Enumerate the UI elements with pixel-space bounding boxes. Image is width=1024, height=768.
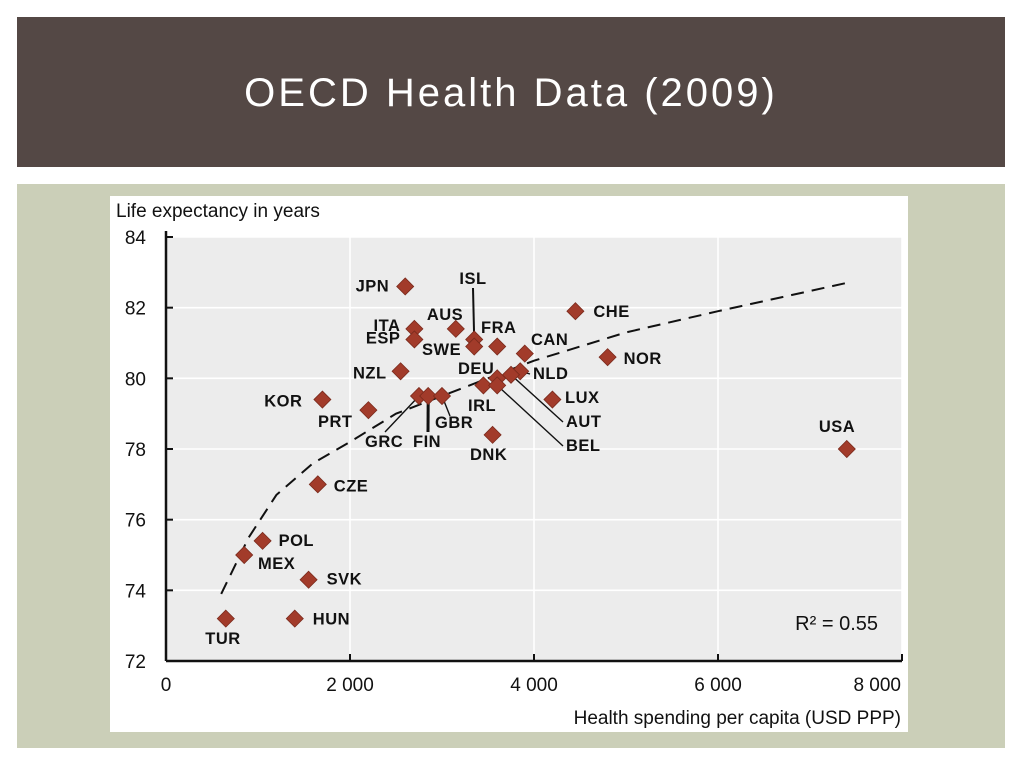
label-che: CHE [593,303,629,321]
label-swe: SWE [422,341,461,359]
y-axis-title: Life expectancy in years [116,201,320,222]
y-tick-label: 78 [125,440,146,461]
y-tick-label: 80 [125,369,146,390]
title-bar: OECD Health Data (2009) [17,17,1005,167]
label-fra: FRA [481,319,516,337]
label-jpn: JPN [356,277,390,295]
marker-svk [299,570,318,589]
marker-jpn [396,277,415,296]
label-svk: SVK [327,571,362,589]
label-aut: AUT [566,413,601,431]
marker-cze [308,475,327,494]
label-bel: BEL [566,437,601,455]
marker-fra [488,337,507,356]
scatter-chart: 72 74 76 78 80 82 84 0 2 000 4 000 6 000 8 000 JPN I… [116,201,903,729]
marker-tur [216,609,235,628]
marker-dnk [483,425,502,444]
marker-bel [488,376,507,395]
marker-hun [285,609,304,628]
label-deu: DEU [458,360,494,378]
x-tick-label: 0 [161,675,172,696]
y-tick-label: 76 [125,511,146,532]
label-cze: CZE [334,477,369,495]
axes: 72 74 76 78 80 82 84 0 2 000 4 000 6 000 8 000 [125,228,903,696]
label-isl: ISL [459,270,486,288]
label-prt: PRT [318,413,353,431]
label-usa: USA [819,418,855,436]
x-tick-label: 4 000 [510,675,558,696]
marker-usa [837,439,856,459]
label-lux: LUX [565,389,600,407]
label-fin: FIN [413,433,441,451]
label-hun: HUN [313,611,350,629]
label-gbr: GBR [435,414,473,432]
x-tick-label: 2 000 [326,675,374,696]
slide-title: OECD Health Data (2009) [244,70,778,115]
marker-swe [465,337,484,356]
y-tick-label: 82 [125,299,146,320]
label-mex: MEX [258,555,295,573]
marker-prt [359,401,378,420]
label-tur: TUR [205,630,240,648]
marker-aut [501,365,521,384]
marker-mex [235,545,254,565]
x-axis-title: Health spending per capita (USD PPP) [574,708,901,729]
label-nld: NLD [533,365,568,383]
marker-lux [543,390,562,409]
y-tick-label: 72 [125,652,146,673]
marker-pol [253,531,272,550]
marker-che [566,302,585,321]
chart-panel: 72 74 76 78 80 82 84 0 2 000 4 000 6 000 8 000 JPN I… [110,196,908,732]
x-tick-label: 6 000 [694,675,742,696]
marker-nor [598,348,617,367]
label-kor: KOR [264,393,302,411]
label-nor: NOR [624,350,662,368]
r-squared-annotation: R² = 0.55 [795,613,878,635]
marker-kor [313,390,332,409]
y-tick-label: 74 [125,581,147,602]
marker-irl [474,376,493,395]
data-points [216,277,856,628]
label-esp: ESP [366,329,401,347]
leader-line-aut [510,374,564,423]
marker-esp [405,330,424,349]
marker-aus [446,319,465,338]
marker-gbr [432,386,452,406]
label-can: CAN [531,331,568,349]
marker-can [515,344,534,363]
label-pol: POL [279,532,314,550]
x-tick-label: 8 000 [853,675,901,696]
leader-line-grc [384,395,420,433]
label-nzl: NZL [353,364,387,382]
label-irl: IRL [468,397,496,415]
label-dnk: DNK [470,446,507,464]
label-grc: GRC [365,433,403,451]
marker-nzl [391,362,410,381]
marker-fin [419,386,438,406]
y-tick-label: 84 [125,228,147,249]
label-aus: AUS [427,306,463,324]
label-ita: ITA [374,317,401,335]
leader-line-bel [496,384,564,447]
